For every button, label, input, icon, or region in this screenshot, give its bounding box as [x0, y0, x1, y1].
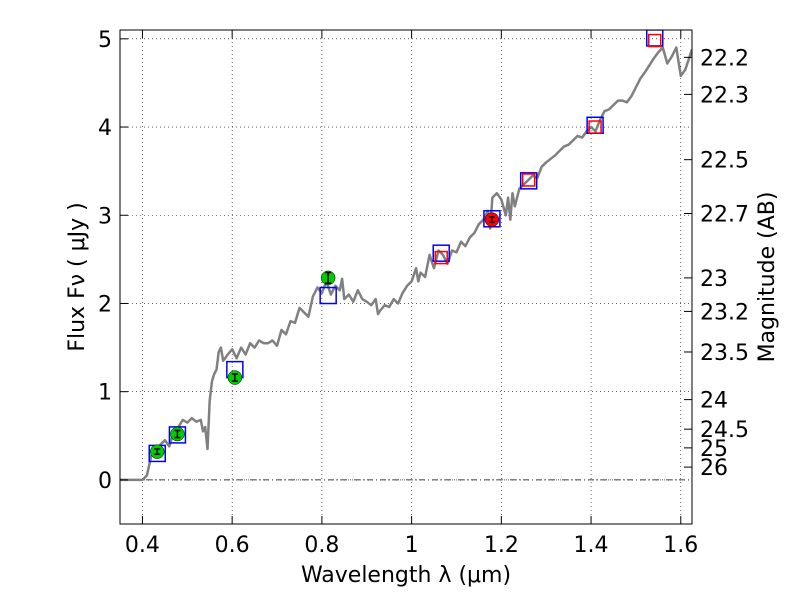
- x-axis-label: Wavelength λ (μm): [301, 563, 511, 588]
- x-tick-label: 0.8: [304, 533, 339, 558]
- magnitude-tick-label: 22.7: [700, 202, 749, 227]
- y-tick-label: 5: [98, 28, 112, 53]
- y-tick-label: 2: [98, 292, 112, 317]
- axis-ticks: 0.4 0.6 0.8 1 1.2 1.4 1.601234522.222.322.522.…: [98, 28, 749, 558]
- plot-frame: [119, 29, 693, 525]
- y-tick-label: 0: [98, 469, 112, 494]
- y-tick-label: 4: [98, 116, 112, 141]
- model-photometry-square: [519, 172, 538, 190]
- x-tick-label: 0.4: [125, 533, 160, 558]
- x-tick-label: 1.2: [484, 533, 519, 558]
- y-tick-label: 3: [98, 204, 112, 229]
- observed-nir-square: [521, 173, 536, 187]
- magnitude-tick-label: 22.3: [700, 83, 749, 108]
- magnitude-tick-label: 23: [700, 267, 728, 292]
- y-tick-label: 1: [98, 381, 112, 406]
- magnitude-axis-label: Magnitude (AB): [755, 192, 780, 363]
- magnitude-tick-label: 24.5: [700, 418, 749, 443]
- observed-nir-square: [588, 120, 602, 134]
- observed-nir-square: [434, 250, 448, 265]
- observed-nir-square: [648, 33, 662, 48]
- y-axis-label: Flux Fν ( μJy ): [65, 202, 90, 351]
- magnitude-tick-label: 23.5: [700, 341, 749, 366]
- x-tick-label: 0.6: [215, 533, 250, 558]
- x-tick-label: 1.6: [663, 533, 698, 558]
- x-tick-label: 1: [405, 533, 419, 558]
- data-series: [120, 30, 692, 482]
- x-tick-label: 1.4: [574, 533, 609, 558]
- model-photometry-square: [319, 286, 337, 305]
- magnitude-tick-label: 23.2: [700, 300, 749, 325]
- magnitude-tick-label: 22.5: [700, 149, 749, 174]
- magnitude-tick-label: 22.2: [700, 46, 749, 71]
- magnitude-tick-label: 26: [700, 456, 728, 481]
- model-photometry-square: [432, 244, 450, 262]
- magnitude-tick-label: 25: [700, 437, 728, 462]
- sed-model-line: [120, 46, 692, 482]
- magnitude-tick-label: 24: [700, 389, 728, 414]
